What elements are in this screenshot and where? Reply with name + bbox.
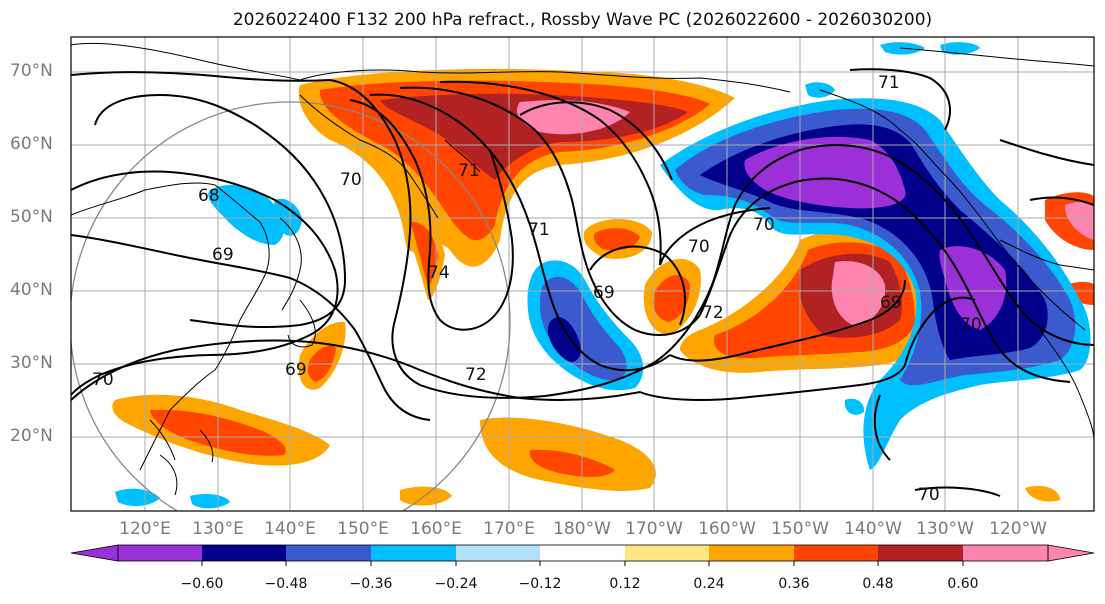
lat-label-50n: 50°N xyxy=(10,207,53,227)
lon-label-150e: 150°E xyxy=(337,519,389,539)
colorbar-tick-label: −0.60 xyxy=(180,576,224,592)
lon-label-140e: 140°E xyxy=(264,519,316,539)
lon-label-130e: 130°E xyxy=(192,519,244,539)
colorbar-extend-high xyxy=(1047,544,1095,562)
contour-label: 71 xyxy=(878,73,900,93)
contour-label: 72 xyxy=(702,303,724,323)
lat-label-30n: 30°N xyxy=(10,353,53,373)
lon-label-160e: 160°E xyxy=(410,519,462,539)
colorbar-segment xyxy=(202,545,286,561)
colorbar-tick-label: −0.24 xyxy=(434,576,478,592)
lat-label-40n: 40°N xyxy=(10,280,53,300)
contour-label: 70 xyxy=(92,370,114,390)
negative-anomaly-regions xyxy=(115,42,1091,509)
coastlines xyxy=(71,43,1094,496)
lon-label-140w: 140°W xyxy=(844,519,902,539)
colorbar-segment xyxy=(709,545,794,561)
contour-label: 70 xyxy=(918,485,940,505)
lat-label-70n: 70°N xyxy=(10,61,53,81)
colorbar-segment xyxy=(286,545,371,561)
chart-title: 2026022400 F132 200 hPa refract., Rossby… xyxy=(232,10,933,30)
graticule xyxy=(71,37,1094,511)
height-contours xyxy=(71,68,1094,497)
colorbar-segment xyxy=(456,545,540,561)
lat-label-20n: 20°N xyxy=(10,426,53,446)
contour-label: 74 xyxy=(428,263,450,283)
colorbar-tick-label: 0.60 xyxy=(947,576,979,592)
colorbar-segment xyxy=(963,545,1048,561)
lon-label-170e: 170°E xyxy=(483,519,535,539)
lon-label-120w: 120°W xyxy=(989,519,1047,539)
lon-label-170w: 170°W xyxy=(625,519,683,539)
contour-label: 70 xyxy=(340,170,362,190)
contour-label: 71 xyxy=(528,220,550,240)
lat-label-60n: 60°N xyxy=(10,134,53,154)
colorbar-tick-label: −0.12 xyxy=(518,576,562,592)
colorbar-tick-label: 0.36 xyxy=(778,576,810,592)
contour-label: 70 xyxy=(688,237,710,257)
colorbar-segment xyxy=(878,545,963,561)
lon-label-130w: 130°W xyxy=(916,519,974,539)
contour-label: 69 xyxy=(593,283,615,303)
colorbar-tick-label: 0.24 xyxy=(693,576,725,592)
contour-label: 68 xyxy=(198,186,220,206)
colorbar-tick-label: 0.12 xyxy=(609,576,641,592)
lon-label-150w: 150°W xyxy=(771,519,829,539)
colorbar-segment xyxy=(371,545,456,561)
contour-labels: 68 69 70 71 72 69 70 71 70 69 72 69 70 7… xyxy=(92,73,982,505)
contour-label: 69 xyxy=(285,360,307,380)
contour-label: 72 xyxy=(465,365,487,385)
contour-label: 69 xyxy=(880,293,902,313)
colorbar-tick-label: −0.48 xyxy=(264,576,308,592)
contour-label: 70 xyxy=(960,315,982,335)
lon-label-160w: 160°W xyxy=(698,519,756,539)
colorbar-extend-low xyxy=(70,544,119,562)
colorbar xyxy=(70,544,1095,566)
colorbar-tick-label: 0.48 xyxy=(862,576,894,592)
colorbar-segment xyxy=(625,545,709,561)
map-frame xyxy=(70,36,1095,512)
contour-label: 70 xyxy=(753,215,775,235)
colorbar-tick-label: −0.36 xyxy=(349,576,393,592)
colorbar-segment xyxy=(540,545,625,561)
contour-label: 69 xyxy=(212,245,234,265)
lon-label-180w: 180°W xyxy=(553,519,611,539)
great-circle-ring xyxy=(71,101,511,511)
contour-label: 71 xyxy=(458,161,480,181)
lon-label-120e: 120°E xyxy=(119,519,171,539)
colorbar-segment xyxy=(794,545,878,561)
colorbar-segment xyxy=(118,545,202,561)
